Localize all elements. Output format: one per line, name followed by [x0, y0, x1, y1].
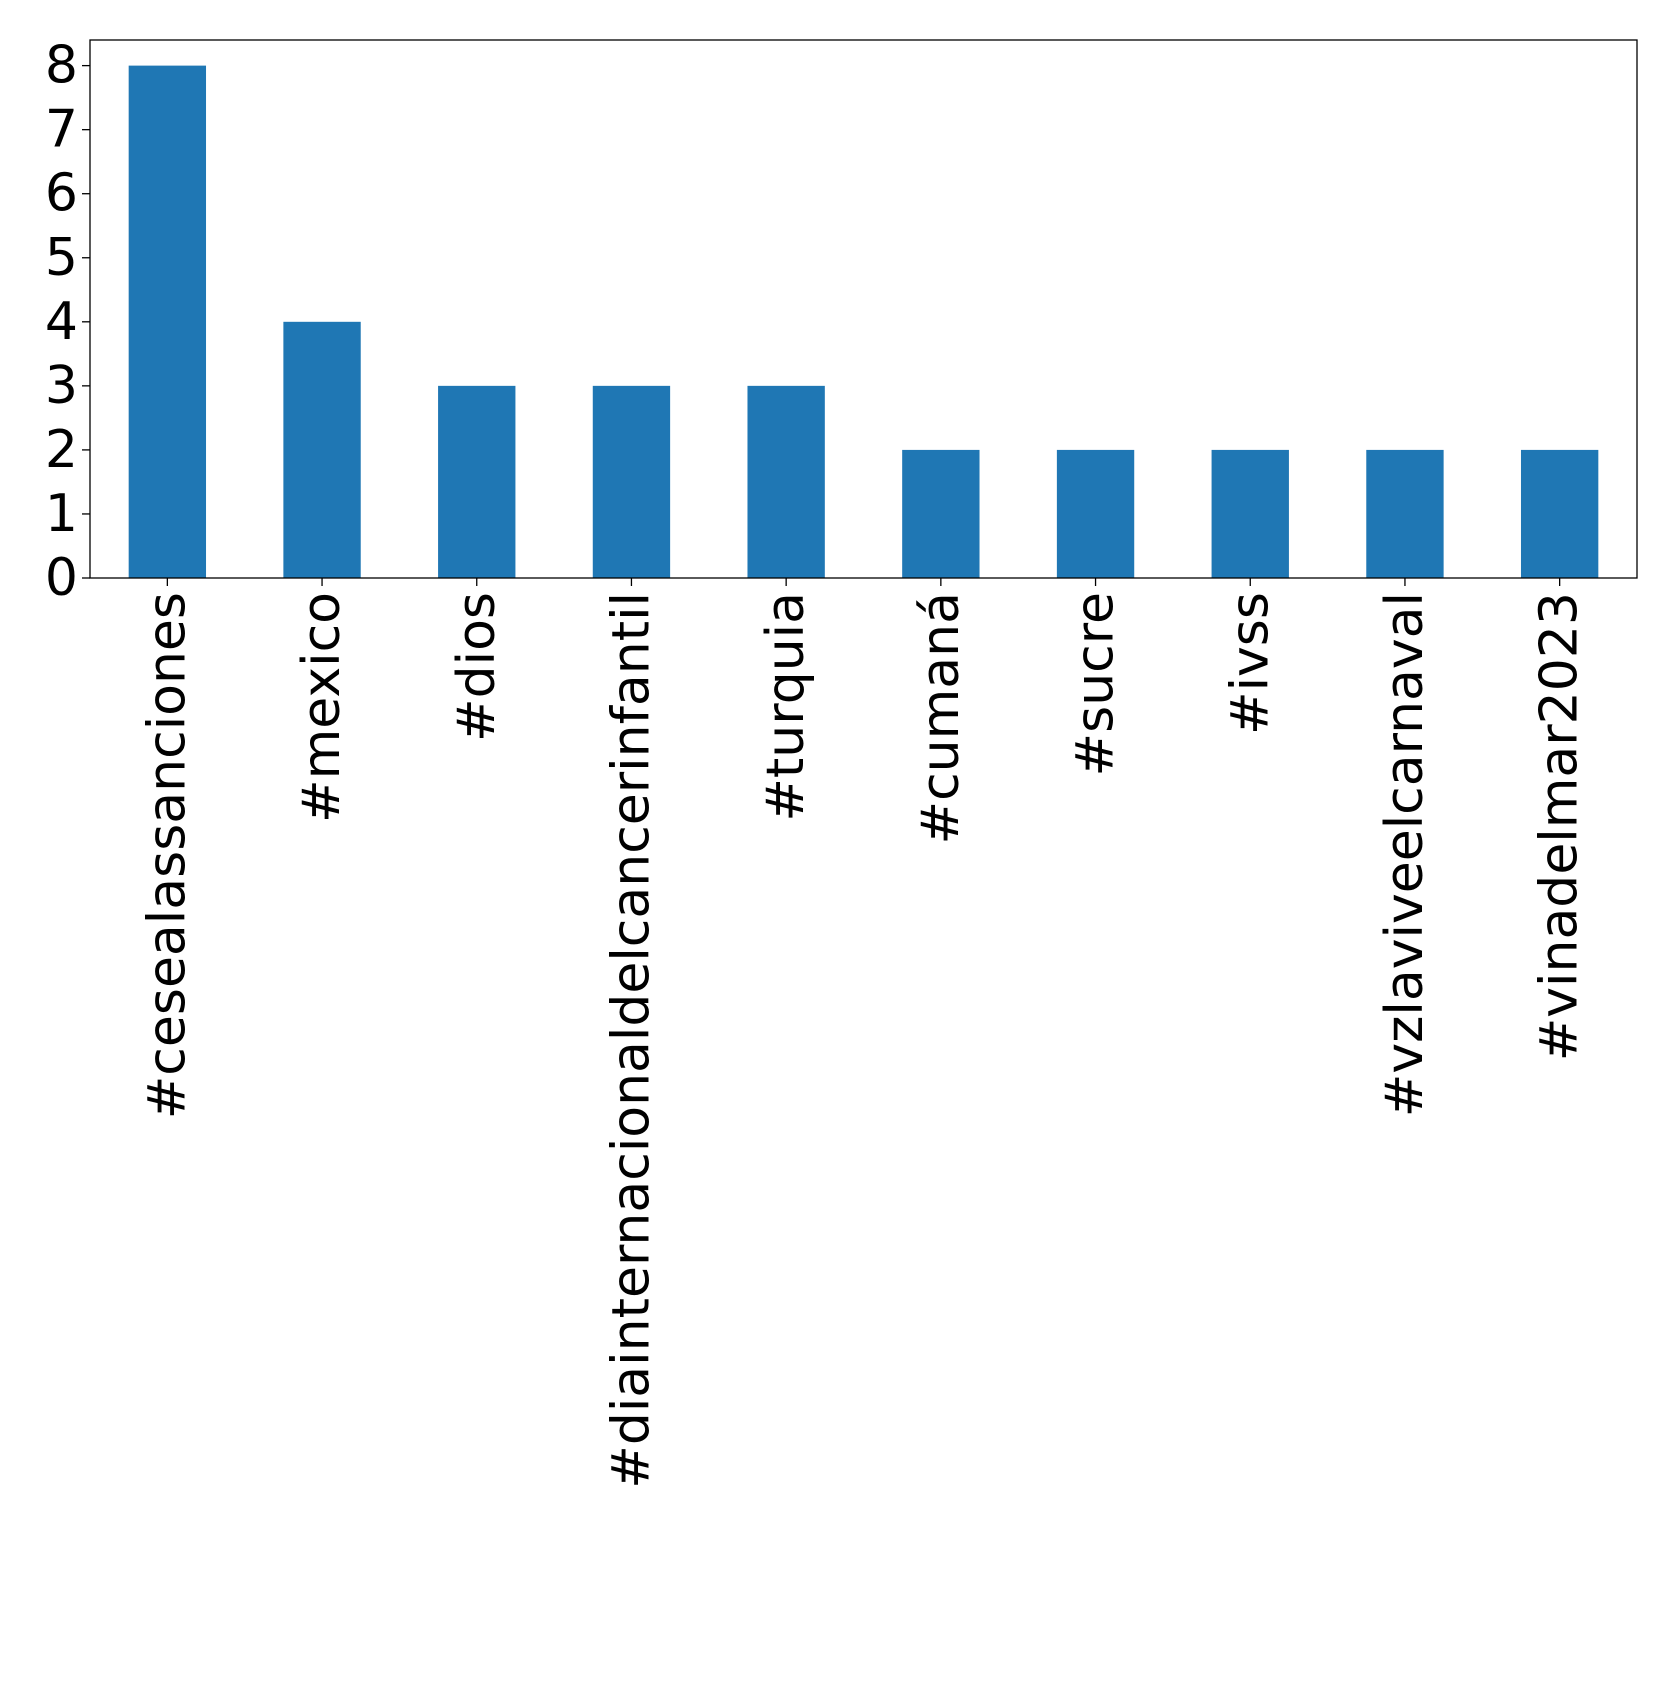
x-tick-label: #vinadelmar2023	[1530, 592, 1590, 1061]
y-tick-label: 8	[45, 36, 78, 96]
y-tick-label: 5	[45, 228, 78, 288]
bar	[1366, 449, 1444, 578]
x-tick-label: #dios	[447, 592, 507, 742]
y-tick-label: 0	[45, 548, 78, 608]
plot-frame	[89, 39, 1638, 579]
y-tick-label: 4	[45, 292, 78, 352]
y-tick-label: 3	[45, 356, 78, 416]
x-tick-label: #mexico	[292, 592, 352, 823]
x-tick-label: #cumaná	[911, 592, 971, 844]
bar	[283, 321, 361, 578]
bar	[1520, 449, 1599, 578]
y-tick-label: 2	[45, 420, 78, 480]
bar	[128, 65, 207, 579]
y-tick-label: 6	[45, 164, 78, 224]
x-tick-label: #turquia	[756, 592, 816, 822]
bar	[902, 449, 980, 578]
y-tick-label: 7	[45, 100, 78, 160]
bar	[747, 385, 825, 578]
x-tick-label: #cesealassanciones	[137, 592, 197, 1119]
bar	[592, 385, 671, 578]
x-axis-ticks: #cesealassanciones #mexico #dios #diaintern…	[137, 578, 1590, 1489]
x-tick-label: #ivss	[1220, 592, 1280, 735]
y-tick-label: 1	[45, 484, 78, 544]
bar	[1211, 449, 1289, 578]
bars	[128, 65, 1599, 579]
x-tick-label: #diainternacionaldelcancerinfantil	[601, 592, 661, 1489]
bar	[1056, 449, 1135, 578]
x-tick-label: #sucre	[1066, 592, 1126, 776]
x-tick-label: #vzlaviveelcarnaval	[1375, 592, 1435, 1117]
bar	[438, 385, 516, 578]
